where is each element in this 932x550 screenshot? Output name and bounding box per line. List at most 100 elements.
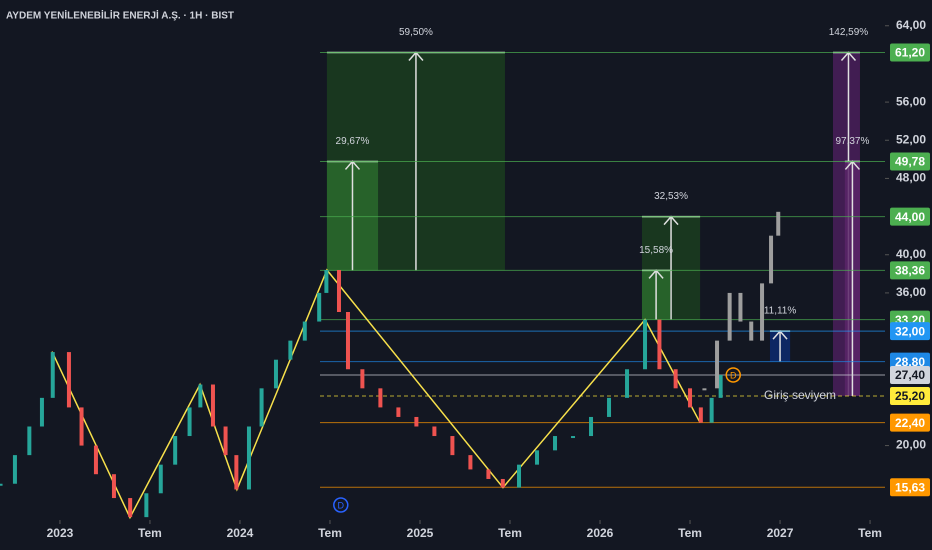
candle <box>486 469 491 479</box>
candle <box>39 397 44 427</box>
x-tick-label: Tem <box>318 526 342 540</box>
candle <box>50 352 55 398</box>
event-label: D <box>730 370 737 380</box>
candle <box>234 455 239 490</box>
candle <box>643 319 648 370</box>
level-label: 15,63 <box>895 480 925 494</box>
candle <box>698 407 703 423</box>
candle <box>198 384 203 408</box>
y-tick-label: 40,00 <box>896 247 926 261</box>
candle <box>360 369 365 389</box>
level-label-box <box>890 478 930 497</box>
level-label: 28,80 <box>895 355 925 369</box>
candle <box>158 464 163 494</box>
candle <box>66 352 71 408</box>
candle <box>535 450 540 465</box>
candle <box>246 426 251 490</box>
y-tick-label: 48,00 <box>896 171 926 185</box>
candle <box>144 493 149 518</box>
x-tick-label: 2023 <box>47 526 74 540</box>
y-tick-label: 36,00 <box>896 285 926 299</box>
candle <box>27 426 32 456</box>
candle <box>571 436 576 439</box>
candle <box>317 292 322 322</box>
candle <box>760 283 765 341</box>
candle <box>432 426 437 437</box>
x-tick-label: Tem <box>498 526 522 540</box>
x-tick-label: Tem <box>678 526 702 540</box>
level-label: 22,40 <box>895 416 925 430</box>
x-tick-label: Tem <box>858 526 882 540</box>
level-label: 49,78 <box>895 155 925 169</box>
candle <box>187 407 192 437</box>
candle <box>223 426 228 456</box>
candle <box>517 464 522 488</box>
percent-label: 59,50% <box>399 27 433 38</box>
percent-label: 15,58% <box>639 245 673 256</box>
level-label: 27,40 <box>895 368 925 382</box>
percent-label: 32,53% <box>654 191 688 202</box>
candle <box>607 397 612 417</box>
candle <box>12 455 17 484</box>
level-label: 32,00 <box>895 324 925 338</box>
event-marker <box>725 367 741 383</box>
y-tick-label: 64,00 <box>896 18 926 32</box>
level-label: 25,20 <box>895 389 925 403</box>
candle <box>468 455 473 470</box>
candle <box>749 321 754 341</box>
y-tick-label: 52,00 <box>896 132 926 146</box>
event-marker <box>333 497 349 513</box>
candle <box>776 211 781 236</box>
candle <box>111 474 116 499</box>
entry-note: Giriş seviyem <box>764 388 836 402</box>
percent-label: 11,11% <box>764 306 797 317</box>
candle <box>345 312 350 370</box>
candle <box>500 478 505 488</box>
level-label-box <box>890 365 930 384</box>
candle <box>396 407 401 417</box>
candle <box>288 340 293 360</box>
level-label-box <box>890 261 930 280</box>
candle <box>673 369 678 389</box>
level-label-box <box>890 322 930 341</box>
candle <box>715 340 720 389</box>
candle <box>589 416 594 437</box>
y-tick-label: 20,00 <box>896 438 926 452</box>
candle <box>702 388 707 391</box>
level-label-box <box>890 413 930 432</box>
candle <box>128 498 133 518</box>
level-label-box <box>890 386 930 405</box>
candle <box>727 292 732 341</box>
candle <box>709 397 714 423</box>
candle <box>769 235 774 284</box>
candle <box>210 384 215 427</box>
candle <box>302 321 307 341</box>
candle <box>93 445 98 475</box>
candle <box>324 270 329 293</box>
candle <box>273 359 278 389</box>
y-tick-label: 56,00 <box>896 94 926 108</box>
level-label: 61,20 <box>895 46 925 60</box>
candle <box>79 407 84 446</box>
event-label: D <box>338 500 345 510</box>
candle <box>336 270 341 312</box>
candle <box>688 388 693 408</box>
candle <box>173 436 178 465</box>
chart-title: AYDEM YENİLENEBİLİR ENERJİ A.Ş. · 1H · B… <box>6 9 234 22</box>
candle <box>378 388 383 408</box>
percent-label: 142,59% <box>829 27 869 38</box>
x-tick-label: 2027 <box>767 526 794 540</box>
candle <box>450 436 455 456</box>
candle <box>625 369 630 398</box>
candle <box>259 388 264 427</box>
candle <box>657 319 662 370</box>
x-tick-label: Tem <box>138 526 162 540</box>
percent-label: 29,67% <box>336 136 370 147</box>
x-tick-label: 2025 <box>407 526 434 540</box>
candle <box>553 436 558 451</box>
candle <box>738 292 743 322</box>
candle <box>0 483 3 486</box>
percent-label: 97,37% <box>835 136 869 147</box>
candle <box>414 416 419 427</box>
